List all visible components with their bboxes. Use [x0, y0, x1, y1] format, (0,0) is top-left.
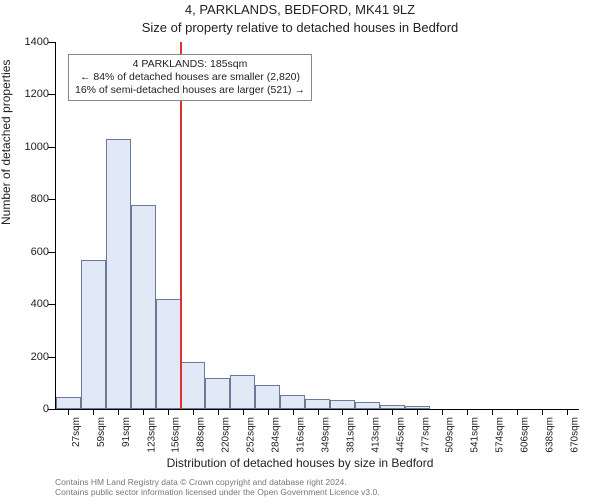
x-tick — [542, 409, 543, 415]
histogram-bar — [56, 397, 81, 409]
histogram-bar — [230, 375, 255, 409]
x-tick — [168, 409, 169, 415]
footer-line-2: Contains public sector information licen… — [55, 488, 380, 498]
x-tick — [467, 409, 468, 415]
x-axis-label: Distribution of detached houses by size … — [0, 456, 600, 470]
x-tick — [68, 409, 69, 415]
x-tick-label: 606sqm — [520, 417, 531, 453]
histogram-bar — [330, 400, 355, 409]
x-tick-label: 445sqm — [395, 417, 406, 453]
y-tick — [48, 42, 56, 43]
y-tick — [48, 252, 56, 253]
x-tick-label: 91sqm — [121, 417, 132, 447]
x-tick — [193, 409, 194, 415]
y-tick — [48, 147, 56, 148]
x-tick-label: 509sqm — [445, 417, 456, 453]
x-tick-label: 27sqm — [71, 417, 82, 447]
y-tick-label: 0 — [9, 403, 49, 415]
x-tick — [492, 409, 493, 415]
histogram-bar — [205, 378, 230, 409]
annotation-line-2: ← 84% of detached houses are smaller (2,… — [75, 71, 305, 84]
x-tick-label: 477sqm — [420, 417, 431, 453]
x-tick — [517, 409, 518, 415]
histogram-bar — [81, 260, 106, 409]
y-tick — [48, 357, 56, 358]
x-tick — [417, 409, 418, 415]
histogram-bar — [131, 205, 156, 409]
x-tick-label: 123sqm — [146, 417, 157, 453]
x-tick-label: 541sqm — [470, 417, 481, 453]
y-tick-label: 800 — [9, 193, 49, 205]
footer-attribution: Contains HM Land Registry data © Crown c… — [55, 478, 380, 498]
histogram-bar — [305, 399, 330, 409]
y-tick-label: 600 — [9, 246, 49, 258]
x-tick-label: 188sqm — [196, 417, 207, 453]
x-tick — [118, 409, 119, 415]
y-tick — [48, 199, 56, 200]
y-tick-label: 1400 — [9, 36, 49, 48]
x-tick — [268, 409, 269, 415]
x-tick — [392, 409, 393, 415]
annotation-line-3: 16% of semi-detached houses are larger (… — [75, 84, 305, 97]
histogram-bar — [181, 362, 206, 409]
histogram-bar — [156, 299, 181, 409]
x-tick-label: 574sqm — [495, 417, 506, 453]
y-tick — [48, 94, 56, 95]
y-tick-label: 1200 — [9, 88, 49, 100]
x-tick — [93, 409, 94, 415]
histogram-bar — [255, 385, 280, 409]
x-tick — [342, 409, 343, 415]
title-line-2: Size of property relative to detached ho… — [0, 20, 600, 35]
y-tick-label: 200 — [9, 351, 49, 363]
x-tick — [567, 409, 568, 415]
x-tick — [218, 409, 219, 415]
histogram-bar — [280, 395, 305, 409]
x-tick-label: 284sqm — [271, 417, 282, 453]
x-tick — [367, 409, 368, 415]
x-tick-label: 381sqm — [345, 417, 356, 453]
x-tick-label: 349sqm — [321, 417, 332, 453]
plot-area: 0200400600800100012001400 27sqm59sqm91sq… — [55, 42, 579, 410]
x-tick — [293, 409, 294, 415]
x-tick — [243, 409, 244, 415]
y-tick — [48, 304, 56, 305]
annotation-box: 4 PARKLANDS: 185sqm ← 84% of detached ho… — [68, 54, 312, 101]
x-tick — [143, 409, 144, 415]
x-tick-label: 156sqm — [171, 417, 182, 453]
x-tick-label: 670sqm — [570, 417, 581, 453]
x-tick-label: 59sqm — [96, 417, 107, 447]
y-tick-label: 1000 — [9, 141, 49, 153]
x-tick-label: 252sqm — [246, 417, 257, 453]
x-tick-label: 638sqm — [545, 417, 556, 453]
x-tick-label: 220sqm — [221, 417, 232, 453]
histogram-bar — [106, 139, 131, 409]
x-tick-label: 413sqm — [370, 417, 381, 453]
y-tick-label: 400 — [9, 298, 49, 310]
x-tick-label: 316sqm — [296, 417, 307, 453]
title-line-1: 4, PARKLANDS, BEDFORD, MK41 9LZ — [0, 2, 600, 17]
y-tick — [48, 409, 56, 410]
annotation-line-1: 4 PARKLANDS: 185sqm — [75, 58, 305, 71]
chart-figure: 4, PARKLANDS, BEDFORD, MK41 9LZ Size of … — [0, 0, 600, 500]
x-tick — [442, 409, 443, 415]
x-tick — [318, 409, 319, 415]
